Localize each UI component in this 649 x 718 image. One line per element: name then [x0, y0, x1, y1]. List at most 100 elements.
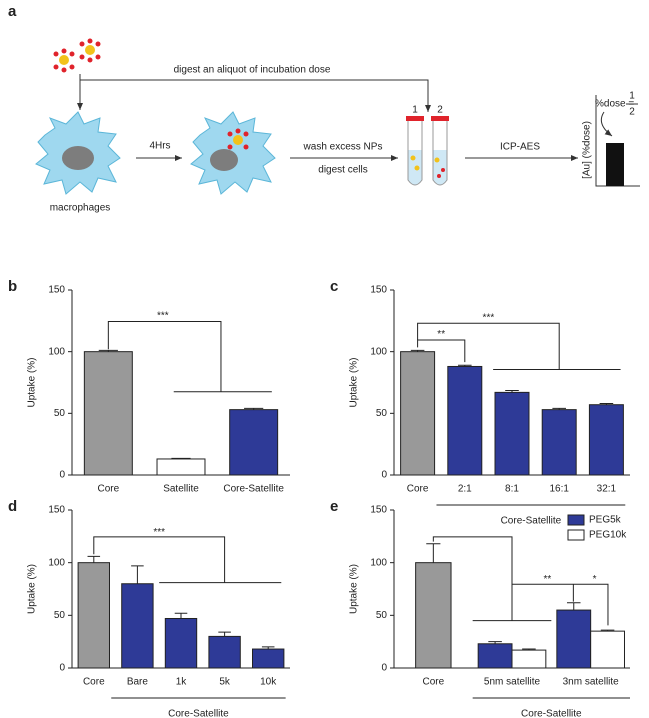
- mini-axis: [595, 95, 640, 187]
- y-tick-label: 100: [370, 346, 387, 357]
- error-bar: [566, 602, 581, 611]
- legend-label: PEG5k: [589, 515, 622, 526]
- significance-label: **: [437, 329, 445, 340]
- tube-cap: [431, 116, 449, 121]
- bar: [556, 609, 592, 669]
- y-tick-label: 50: [376, 408, 388, 419]
- step-label: wash excess NPs: [303, 142, 383, 153]
- mini-axis-label: [Au] (%dose): [582, 121, 593, 179]
- x-tick-label: Core-Satellite: [223, 484, 284, 495]
- tube-label: 1: [412, 105, 418, 116]
- group-label: Core-Satellite: [168, 709, 229, 718]
- cell-label: macrophages: [50, 203, 111, 214]
- bar: [77, 562, 110, 669]
- error-bar: [218, 631, 231, 637]
- bar: [588, 404, 624, 476]
- significance-bracket: [93, 536, 226, 583]
- step-label: digest an aliquot of incubation dose: [174, 65, 331, 76]
- x-tick-label: Core: [407, 484, 429, 495]
- bar: [156, 458, 206, 476]
- x-tick-label: 5nm satellite: [484, 677, 541, 688]
- significance-label: ***: [153, 527, 165, 538]
- y-tick-label: 100: [370, 557, 387, 568]
- y-tick-label: 150: [370, 505, 387, 516]
- bar: [511, 649, 547, 669]
- tube-particles: [410, 155, 445, 178]
- legend-label: PEG10k: [589, 530, 627, 541]
- bar: [415, 562, 452, 669]
- x-tick-label: Satellite: [163, 484, 199, 495]
- significance-bracket: [511, 583, 609, 626]
- bar: [477, 643, 513, 669]
- y-axis-label: Uptake (%): [349, 357, 360, 407]
- bar: [494, 391, 530, 476]
- error-bar: [174, 612, 188, 619]
- step-label: digest cells: [318, 165, 367, 176]
- x-tick-label: Bare: [127, 677, 149, 688]
- x-tick-label: 5k: [219, 677, 231, 688]
- nucleus: [210, 149, 238, 171]
- significance-label: ***: [157, 311, 169, 322]
- x-tick-label: Core: [83, 677, 105, 688]
- panel-letter: d: [8, 498, 17, 515]
- dose-label: %dose =: [595, 99, 634, 110]
- y-axis-label: Uptake (%): [27, 564, 38, 614]
- bar: [541, 409, 577, 476]
- x-tick-label: Core: [422, 677, 444, 688]
- x-tick-label: 16:1: [549, 484, 569, 495]
- y-tick-label: 0: [59, 663, 65, 674]
- y-tick-label: 50: [54, 610, 66, 621]
- bar: [229, 409, 279, 476]
- group-label: Core-Satellite: [501, 516, 562, 527]
- tube: [407, 121, 423, 186]
- significance-label: ***: [483, 312, 495, 323]
- x-tick-label: 3nm satellite: [563, 677, 620, 688]
- nucleus: [62, 146, 94, 170]
- y-tick-label: 0: [59, 470, 65, 481]
- fraction-denominator: 2: [629, 107, 635, 118]
- bar: [447, 365, 483, 476]
- connector: [79, 74, 431, 112]
- x-tick-label: 2:1: [458, 484, 472, 495]
- y-tick-label: 0: [381, 470, 387, 481]
- x-tick-label: 32:1: [597, 484, 617, 495]
- panel-letter: c: [330, 278, 338, 295]
- y-tick-label: 0: [381, 663, 387, 674]
- y-axis-label: Uptake (%): [349, 564, 360, 614]
- bar: [208, 635, 241, 669]
- panel-letter: e: [330, 498, 338, 515]
- bar: [400, 351, 436, 476]
- x-tick-label: 1k: [176, 677, 188, 688]
- y-tick-label: 150: [48, 505, 65, 516]
- tube-cap: [406, 116, 424, 121]
- fraction-numerator: 1: [629, 91, 635, 102]
- significance-bracket: [107, 320, 222, 392]
- x-tick-label: Core: [97, 484, 119, 495]
- schematic: a digest an aliquot of incubation dose m…: [8, 3, 640, 214]
- significance-bracket: [417, 322, 560, 370]
- panel-letter: a: [8, 3, 17, 20]
- mini-bar: [606, 143, 624, 186]
- y-axis-label: Uptake (%): [27, 357, 38, 407]
- panel-letter: b: [8, 278, 17, 295]
- y-tick-label: 50: [54, 408, 66, 419]
- bar: [83, 351, 133, 476]
- y-tick-label: 100: [48, 346, 65, 357]
- error-bar: [87, 555, 101, 563]
- tube: [432, 121, 448, 186]
- step-label: ICP-AES: [500, 142, 540, 153]
- x-tick-label: 8:1: [505, 484, 519, 495]
- error-bar: [426, 543, 441, 563]
- nanoparticles: [227, 128, 249, 150]
- curved-arrow: [600, 111, 613, 137]
- y-tick-label: 150: [370, 285, 387, 296]
- bar: [164, 617, 198, 669]
- legend-swatch: [567, 514, 585, 526]
- significance-bracket: [417, 339, 466, 363]
- bar: [121, 583, 154, 669]
- y-tick-label: 150: [48, 285, 65, 296]
- x-tick-label: 10k: [260, 677, 277, 688]
- significance-label: *: [593, 574, 597, 585]
